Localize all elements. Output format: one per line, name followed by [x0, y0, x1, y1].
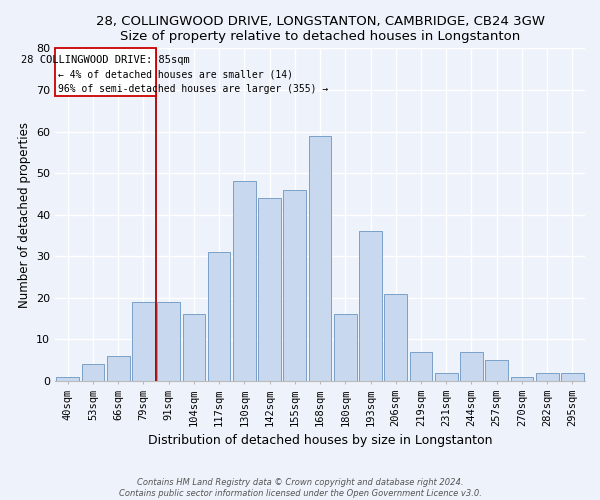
Bar	[334, 314, 356, 381]
Bar	[385, 294, 407, 381]
Bar	[435, 372, 458, 381]
Text: 96% of semi-detached houses are larger (355) →: 96% of semi-detached houses are larger (…	[58, 84, 328, 94]
Bar	[485, 360, 508, 381]
Title: 28, COLLINGWOOD DRIVE, LONGSTANTON, CAMBRIDGE, CB24 3GW
Size of property relativ: 28, COLLINGWOOD DRIVE, LONGSTANTON, CAMB…	[95, 15, 545, 43]
Bar	[308, 136, 331, 381]
Bar	[107, 356, 130, 381]
Bar	[511, 377, 533, 381]
Bar	[460, 352, 483, 381]
Bar	[536, 372, 559, 381]
Bar	[561, 372, 584, 381]
Bar	[359, 232, 382, 381]
Bar	[233, 182, 256, 381]
Bar	[56, 377, 79, 381]
Bar	[258, 198, 281, 381]
Bar	[132, 302, 155, 381]
Bar	[283, 190, 306, 381]
Bar	[208, 252, 230, 381]
Bar	[157, 302, 180, 381]
Bar	[182, 314, 205, 381]
Text: ← 4% of detached houses are smaller (14): ← 4% of detached houses are smaller (14)	[58, 69, 293, 79]
Y-axis label: Number of detached properties: Number of detached properties	[17, 122, 31, 308]
Text: Contains HM Land Registry data © Crown copyright and database right 2024.
Contai: Contains HM Land Registry data © Crown c…	[119, 478, 481, 498]
X-axis label: Distribution of detached houses by size in Longstanton: Distribution of detached houses by size …	[148, 434, 492, 448]
Text: 28 COLLINGWOOD DRIVE: 85sqm: 28 COLLINGWOOD DRIVE: 85sqm	[21, 54, 190, 64]
Bar	[82, 364, 104, 381]
Bar	[55, 48, 156, 96]
Bar	[410, 352, 433, 381]
